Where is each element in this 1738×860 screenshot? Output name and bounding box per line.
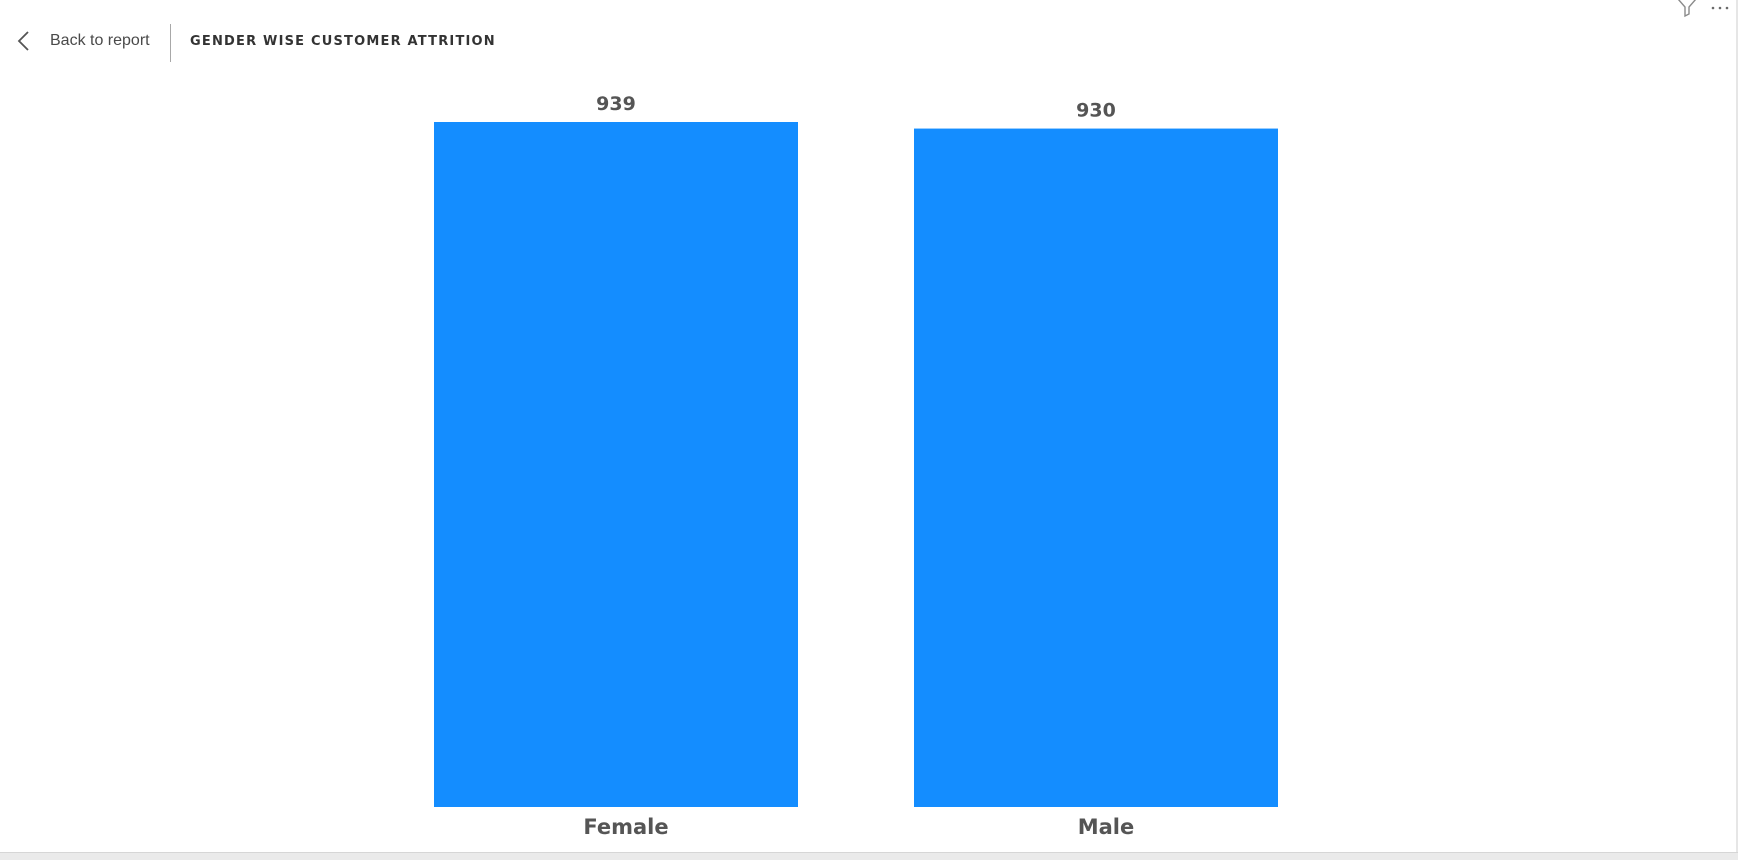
visual-header-icons [1676, 0, 1730, 18]
chevron-left-icon [17, 31, 29, 51]
data-label-female: 939 [596, 93, 636, 115]
more-options-icon[interactable] [1710, 0, 1730, 18]
bar-male[interactable] [914, 128, 1278, 807]
header-divider [170, 24, 171, 62]
page-title: GENDER WISE CUSTOMER ATTRITION [190, 34, 496, 49]
filter-icon[interactable] [1676, 0, 1698, 18]
bottom-band [0, 852, 1738, 860]
right-edge [1736, 0, 1738, 852]
back-to-report-link[interactable]: Back to report [14, 26, 150, 56]
category-label-female: Female [583, 815, 668, 839]
back-to-report-label: Back to report [50, 32, 150, 49]
category-label-male: Male [1078, 815, 1135, 839]
bar-female[interactable] [434, 122, 798, 807]
data-label-male: 930 [1076, 100, 1116, 122]
